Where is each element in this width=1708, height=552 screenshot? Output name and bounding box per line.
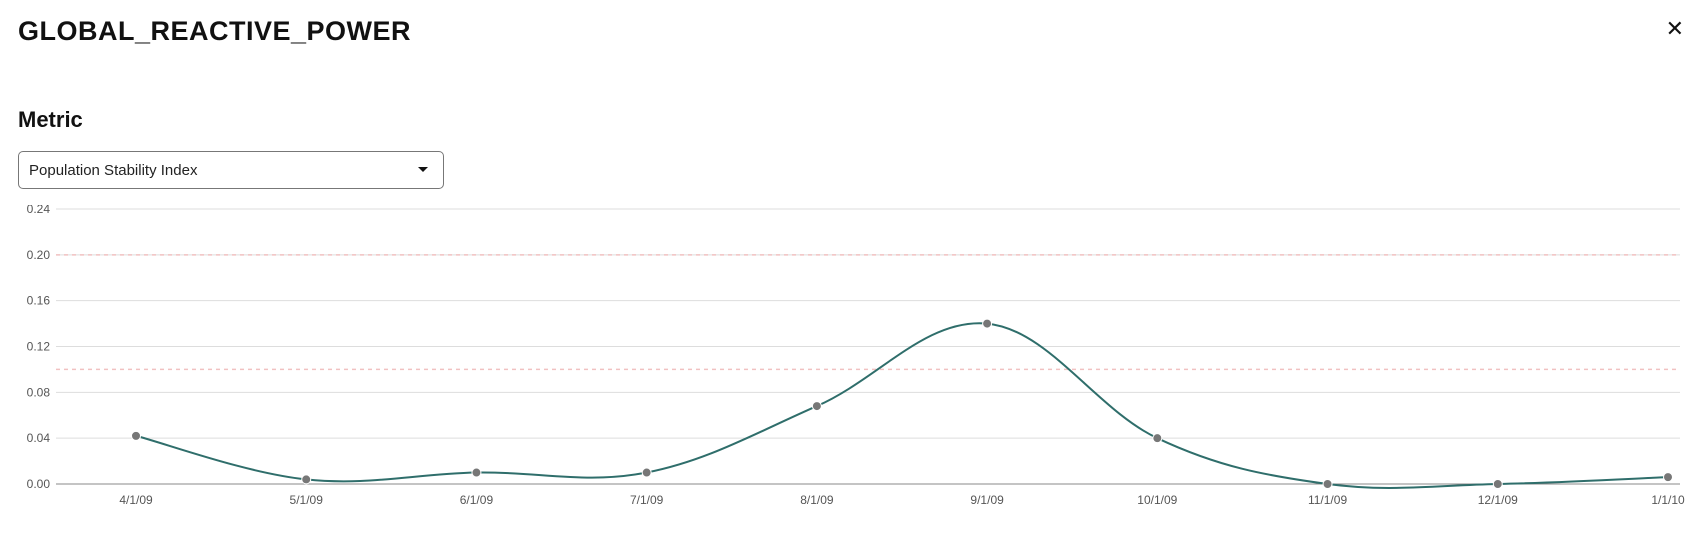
svg-text:6/1/09: 6/1/09 xyxy=(460,493,494,507)
svg-text:10/1/09: 10/1/09 xyxy=(1137,493,1177,507)
header-row: GLOBAL_REACTIVE_POWER ✕ xyxy=(18,14,1690,47)
svg-text:4/1/09: 4/1/09 xyxy=(119,493,153,507)
svg-text:0.08: 0.08 xyxy=(27,385,51,399)
chevron-down-icon xyxy=(417,166,429,174)
panel: GLOBAL_REACTIVE_POWER ✕ Metric Populatio… xyxy=(0,0,1708,552)
svg-text:0.12: 0.12 xyxy=(27,340,51,354)
page-title: GLOBAL_REACTIVE_POWER xyxy=(18,16,411,47)
metric-section-label: Metric xyxy=(18,107,1690,133)
svg-text:12/1/09: 12/1/09 xyxy=(1478,493,1518,507)
svg-text:0.16: 0.16 xyxy=(27,294,51,308)
close-icon: ✕ xyxy=(1666,16,1684,41)
svg-text:0.20: 0.20 xyxy=(27,248,51,262)
svg-text:1/1/10: 1/1/10 xyxy=(1651,493,1685,507)
psi-chart: 0.00 0.04 0.08 0.12 0.16 0.20 0.24 4/1/09 5/1/09… xyxy=(18,205,1690,512)
svg-text:7/1/09: 7/1/09 xyxy=(630,493,664,507)
metric-select[interactable]: Population Stability Index xyxy=(18,151,444,189)
svg-text:9/1/09: 9/1/09 xyxy=(970,493,1004,507)
svg-text:0.04: 0.04 xyxy=(27,431,51,445)
metric-select-value: Population Stability Index xyxy=(29,162,197,179)
close-button[interactable]: ✕ xyxy=(1660,14,1690,44)
svg-text:8/1/09: 8/1/09 xyxy=(800,493,834,507)
svg-text:11/1/09: 11/1/09 xyxy=(1308,493,1347,507)
svg-text:0.00: 0.00 xyxy=(27,477,51,491)
svg-text:5/1/09: 5/1/09 xyxy=(290,493,324,507)
svg-text:0.24: 0.24 xyxy=(27,205,51,216)
